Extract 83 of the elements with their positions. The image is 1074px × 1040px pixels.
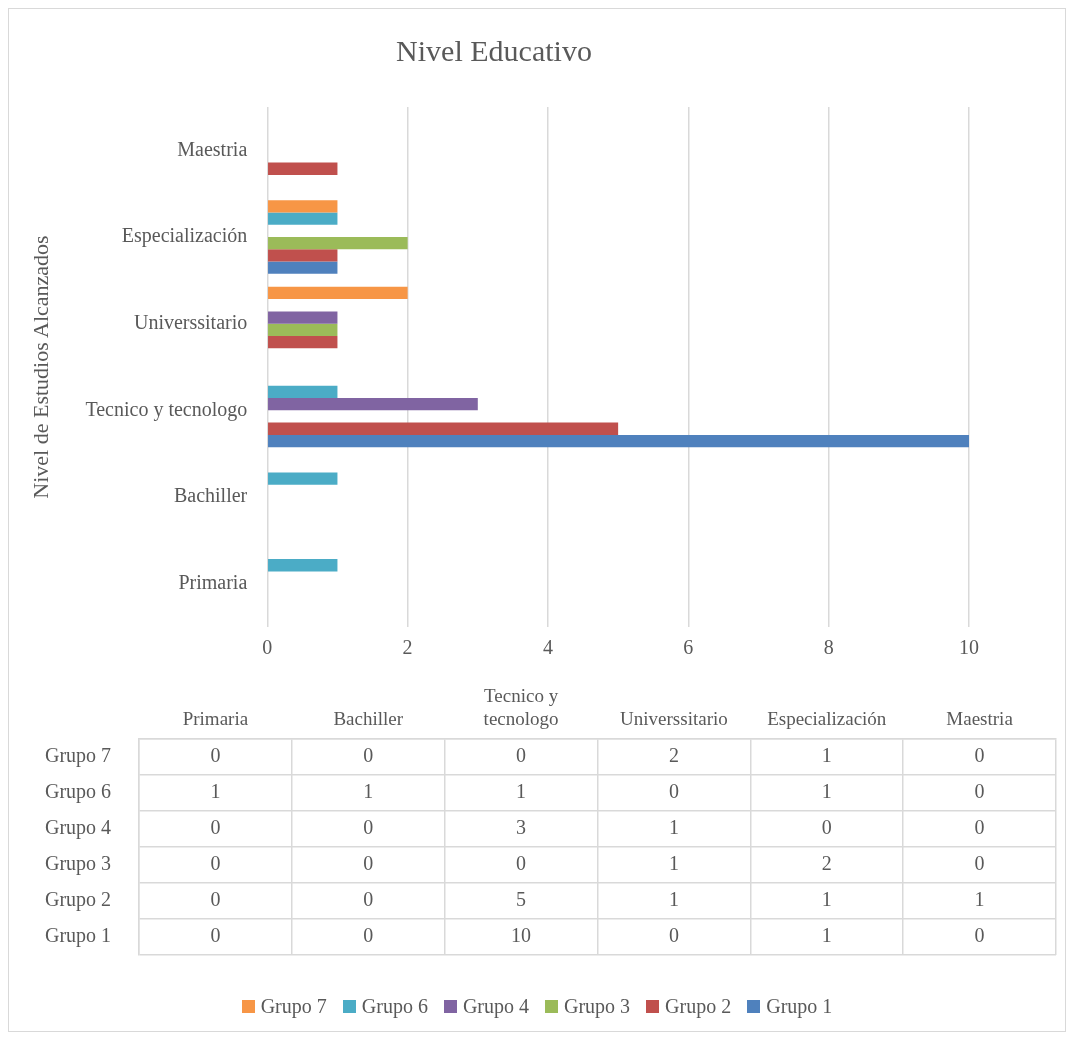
data-label: 0 <box>974 744 985 767</box>
y-tick-label: Primaria <box>178 570 248 593</box>
data-label: 0 <box>974 816 985 839</box>
legend-label: Grupo 3 <box>564 995 631 1018</box>
data-label: 0 <box>668 924 679 947</box>
legend-label: Grupo 1 <box>766 995 833 1018</box>
y-tick-label: Tecnico y tecnologo <box>85 397 248 421</box>
y-tick-label: Grupo 2 <box>45 888 112 912</box>
bar <box>268 249 338 262</box>
data-label: 0 <box>363 924 374 947</box>
legend-label: Grupo 4 <box>462 995 529 1018</box>
data-label: 0 <box>821 816 832 839</box>
data-label: 10 <box>511 924 532 947</box>
chart-title: Nivel Educativo <box>396 33 592 67</box>
bar <box>268 434 969 448</box>
y-tick-label: Grupo 3 <box>45 852 112 876</box>
bar <box>268 212 338 225</box>
x-tick-label: Especialización <box>767 707 887 729</box>
bar <box>268 422 619 435</box>
bar <box>268 162 338 175</box>
y-tick-label: Grupo 6 <box>45 780 112 804</box>
data-label: 0 <box>974 924 985 947</box>
y-tick-label: Grupo 7 <box>45 744 112 768</box>
x-tick-label: Tecnico y tecnologo <box>483 684 559 729</box>
data-label: 2 <box>668 744 679 767</box>
bar <box>268 323 338 336</box>
x-tick-label: 8 <box>823 636 834 659</box>
bar <box>268 398 478 411</box>
x-tick-label: Maestria <box>946 707 1014 729</box>
data-label: 3 <box>516 816 527 839</box>
y-tick-label: Grupo 4 <box>45 816 112 840</box>
data-label: 0 <box>210 816 221 839</box>
legend-label: Grupo 6 <box>361 995 428 1018</box>
legend-label: Grupo 2 <box>665 995 732 1018</box>
data-label: 0 <box>516 744 527 767</box>
y-tick-label: Grupo 1 <box>45 924 112 948</box>
data-label: 0 <box>974 780 985 803</box>
bar <box>268 261 338 274</box>
y-tick-label: Bachiller <box>173 484 248 507</box>
data-label: 1 <box>668 888 679 911</box>
data-label: 1 <box>363 780 374 803</box>
bar <box>268 237 408 250</box>
bar <box>268 286 408 300</box>
y-axis-title: Nivel de Estudios Alcanzados <box>27 235 53 499</box>
data-label: 0 <box>210 924 221 947</box>
data-label: 1 <box>516 780 527 803</box>
data-label: 0 <box>210 888 221 911</box>
data-label: 1 <box>821 888 832 911</box>
data-label: 1 <box>974 888 985 911</box>
y-tick-label: Universsitario <box>133 310 248 333</box>
bar <box>268 200 338 213</box>
y-tick-label: Maestria <box>177 137 248 160</box>
x-tick-label: 10 <box>959 636 979 659</box>
data-label: 2 <box>821 852 832 875</box>
data-label: 0 <box>363 744 374 767</box>
data-label: 1 <box>210 780 221 803</box>
data-label: 0 <box>363 852 374 875</box>
data-label: 0 <box>210 744 221 767</box>
data-label: 5 <box>516 888 527 911</box>
x-tick-label: 2 <box>402 636 413 659</box>
data-label: 0 <box>210 852 221 875</box>
data-label: 0 <box>516 852 527 875</box>
bar <box>268 472 338 485</box>
data-label: 1 <box>668 816 679 839</box>
legend-label: Grupo 7 <box>260 995 327 1018</box>
data-label: 0 <box>668 780 679 803</box>
data-label: 1 <box>821 924 832 947</box>
data-label: 0 <box>363 888 374 911</box>
data-label: 1 <box>821 744 832 767</box>
bar <box>268 385 338 399</box>
data-label: 1 <box>821 780 832 803</box>
y-tick-label: Especialización <box>121 224 248 248</box>
bar <box>268 311 338 324</box>
bar <box>268 559 338 572</box>
x-tick-label: 4 <box>542 636 553 659</box>
data-label: 0 <box>363 816 374 839</box>
data-label: 1 <box>668 852 679 875</box>
x-tick-label: 6 <box>683 636 694 659</box>
x-tick-label: Universsitario <box>620 707 728 729</box>
x-tick-label: 0 <box>262 636 273 659</box>
data-label: 0 <box>974 852 985 875</box>
x-tick-label: Bachiller <box>333 707 404 729</box>
bar <box>268 335 338 349</box>
